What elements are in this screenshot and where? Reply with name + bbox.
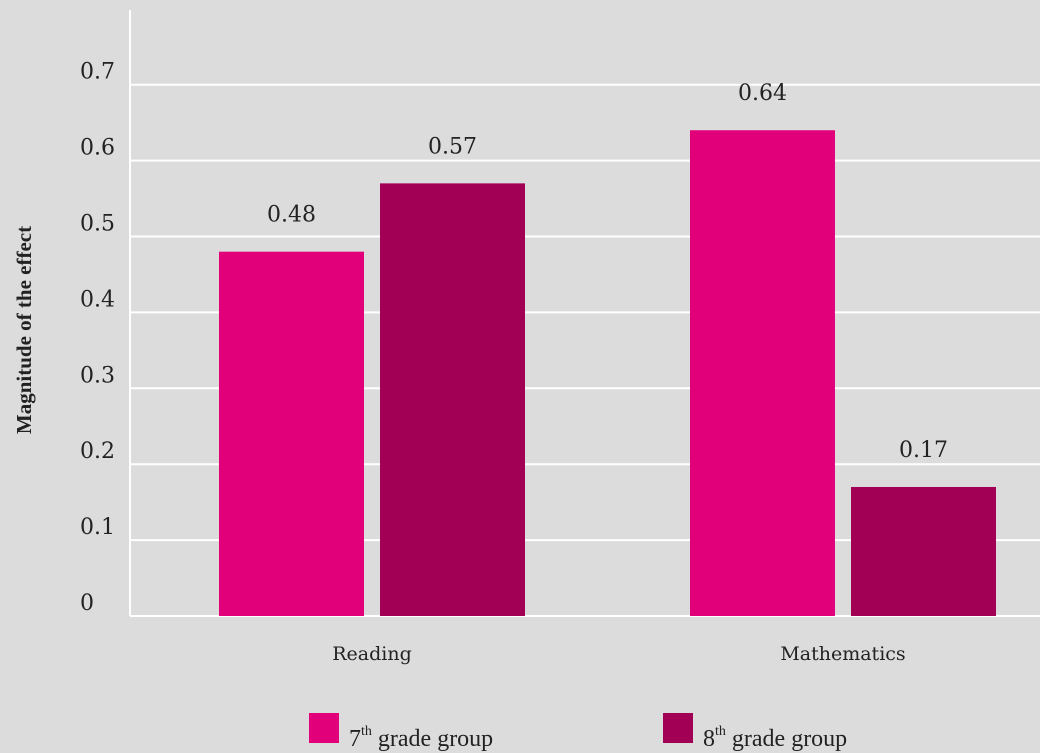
data-label: 0.48 bbox=[267, 203, 316, 228]
y-axis-label: Magnitude of the effect bbox=[12, 226, 36, 434]
bar-mathematics-series-2 bbox=[851, 486, 996, 616]
legend: 7th grade group 8th grade group bbox=[309, 713, 847, 752]
y-tick-label: 0.4 bbox=[80, 287, 115, 312]
y-tick-label: 0.2 bbox=[80, 439, 115, 464]
data-label: 0.57 bbox=[428, 134, 477, 159]
category-label-mathematics: Mathematics bbox=[780, 643, 905, 665]
legend-label: 7th grade group bbox=[349, 724, 493, 752]
legend-label: 8th grade group bbox=[703, 724, 847, 752]
data-label: 0.17 bbox=[899, 438, 948, 463]
bar-reading-series-2 bbox=[380, 183, 525, 616]
data-label: 0.64 bbox=[738, 81, 787, 106]
legend-item-series-2: 8th grade group bbox=[663, 713, 847, 752]
y-tick-label: 0 bbox=[80, 591, 94, 616]
y-tick-label: 0.5 bbox=[80, 212, 115, 237]
legend-swatch bbox=[663, 713, 693, 743]
y-tick-label: 0.6 bbox=[80, 136, 115, 161]
legend-item-series-1: 7th grade group bbox=[309, 713, 493, 752]
category-label-reading: Reading bbox=[332, 643, 412, 665]
legend-swatch bbox=[309, 713, 339, 743]
bars bbox=[219, 130, 996, 617]
y-tick-label: 0.1 bbox=[80, 515, 115, 540]
x-axis-categories: Reading Mathematics bbox=[332, 643, 905, 665]
y-tick-label: 0.7 bbox=[80, 60, 115, 85]
y-axis-ticks: 0 0.1 0.2 0.3 0.4 0.5 0.6 0.7 bbox=[80, 60, 115, 616]
bar-reading-series-1 bbox=[219, 251, 364, 616]
bar-mathematics-series-1 bbox=[690, 130, 835, 617]
y-tick-label: 0.3 bbox=[80, 363, 115, 388]
data-labels: 0.48 0.57 0.64 0.17 bbox=[267, 81, 948, 463]
